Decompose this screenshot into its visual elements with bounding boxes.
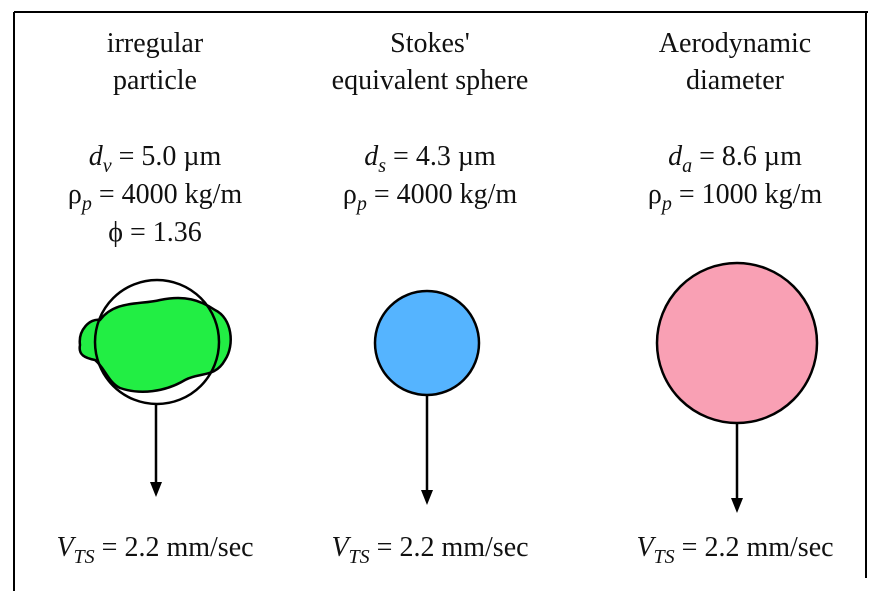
symbol: V [56,532,76,563]
symbol: d [668,141,683,172]
value-text: = 2.2 mm/sec [675,532,834,563]
value-text: = 1.36 [123,217,202,248]
column-title: Aerodynamic [659,28,811,59]
value-text: = 2.2 mm/sec [370,532,529,563]
settling-velocity: VTS = 2.2 mm/sec [56,532,253,568]
symbol: ϕ [108,217,123,248]
value-text: = 2.2 mm/sec [95,532,254,563]
value-text: = 1000 kg/m [672,179,823,210]
symbol: V [331,532,351,563]
column-title: particle [113,65,197,96]
subscript: p [355,193,367,215]
parameter: ϕ = 1.36 [108,217,202,248]
stokes-sphere [373,289,481,397]
column-title: diameter [686,65,785,96]
arrow-head [150,482,162,497]
arrow-head [731,498,743,513]
column-title: equivalent sphere [332,65,529,96]
aerodynamic-sphere [655,261,819,425]
parameter: ds = 4.3 µm [364,141,496,177]
subscript: p [660,193,672,215]
parameter: dv = 5.0 µm [89,141,222,177]
subscript: v [103,155,112,177]
value-text: = 4000 kg/m [367,179,518,210]
value-text: = 8.6 µm [692,141,802,172]
value-text: = 4.3 µm [386,141,496,172]
parameter: ρp = 1000 kg/m [648,179,823,215]
settling-velocity: VTS = 2.2 mm/sec [331,532,528,568]
subscript: p [80,193,92,215]
subscript: a [682,155,692,177]
column-title: Stokes' [390,28,470,59]
value-text: = 4000 kg/m [92,179,243,210]
symbol: ρ [648,179,662,210]
parameter: ρp = 4000 kg/m [68,179,243,215]
parameter: da = 8.6 µm [668,141,802,177]
subscript: s [378,155,386,177]
subscript: TS [74,546,95,568]
arrow-head [421,490,433,505]
symbol: ρ [68,179,82,210]
symbol: d [364,141,379,172]
value-text: = 5.0 µm [112,141,222,172]
settling-velocity: VTS = 2.2 mm/sec [636,532,833,568]
subscript: TS [654,546,675,568]
parameter: ρp = 4000 kg/m [343,179,518,215]
column-title: irregular [107,28,204,59]
irregular-particle [78,296,232,393]
subscript: TS [349,546,370,568]
symbol: V [636,532,656,563]
symbol: d [89,141,104,172]
symbol: ρ [343,179,357,210]
